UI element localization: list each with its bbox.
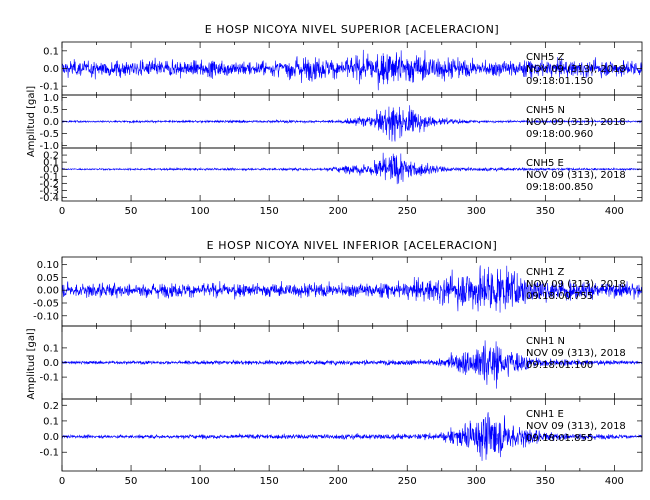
waveform-trace (61, 265, 643, 313)
date-label: NOV 09 (313), 2018 (526, 170, 626, 181)
y-tick-label: 0.1 (43, 343, 59, 354)
y-tick-label: 0.0 (43, 64, 59, 75)
y-tick-label: -0.1 (39, 448, 59, 459)
y-tick-label: 0.0 (43, 432, 59, 443)
y-tick-label: 0.10 (37, 260, 59, 271)
x-tick-label: 400 (605, 206, 624, 217)
y-tick-label: -0.5 (39, 129, 59, 140)
y-tick-label: 0.0 (43, 165, 59, 176)
x-tick-label: 100 (191, 206, 210, 217)
x-tick-label: 200 (329, 476, 348, 487)
y-tick-label: 0.05 (37, 273, 59, 284)
x-tick-label: 50 (125, 476, 138, 487)
date-label: NOV 09 (313), 2018 (526, 117, 626, 128)
waveform-trace (61, 152, 643, 185)
x-tick-label: 100 (191, 476, 210, 487)
channel-label: CNH5 N (526, 105, 565, 116)
date-label: NOV 09 (313), 2018 (526, 348, 626, 359)
panel-frame (61, 398, 643, 472)
y-tick-label: 0.1 (43, 158, 59, 169)
time-label: 09:18:01.855 (526, 433, 593, 444)
y-tick-label: -0.2 (39, 179, 59, 190)
chart-title: E HOSP NICOYA NIVEL INFERIOR [ACELERACIO… (207, 239, 498, 252)
y-tick-label: 0.5 (43, 105, 59, 116)
panel-frame (61, 147, 643, 202)
y-tick-label: -0.05 (33, 299, 59, 310)
x-tick-label: 200 (329, 206, 348, 217)
channel-label: CNH1 E (526, 409, 564, 420)
x-tick-label: 300 (467, 206, 486, 217)
date-label: NOV 09 (313), 2018 (526, 64, 626, 75)
date-label: NOV 09 (313), 2018 (526, 279, 626, 290)
x-tick-label: 0 (59, 206, 65, 217)
x-tick-label: 350 (536, 476, 555, 487)
y-tick-label: 0.2 (43, 401, 59, 412)
x-tick-label: 0 (59, 476, 65, 487)
y-tick-label: 0.0 (43, 358, 59, 369)
chart-1: E HOSP NICOYA NIVEL SUPERIOR [ACELERACIO… (26, 23, 643, 217)
time-label: 09:18:00.850 (526, 182, 593, 193)
y-tick-label: 1.0 (43, 93, 59, 104)
y-tick-label: -0.10 (33, 311, 59, 322)
channel-label: CNH5 Z (526, 52, 565, 63)
y-tick-label: -0.1 (39, 373, 59, 384)
chart-title: E HOSP NICOYA NIVEL SUPERIOR [ACELERACIO… (205, 23, 500, 36)
chart-2: E HOSP NICOYA NIVEL INFERIOR [ACELERACIO… (26, 239, 643, 487)
y-axis-label: Amplitud [gal] (26, 86, 37, 157)
channel-label: CNH1 Z (526, 267, 565, 278)
x-tick-label: 250 (398, 206, 417, 217)
channel-label: CNH1 N (526, 336, 565, 347)
y-tick-label: -0.3 (39, 186, 59, 197)
x-tick-label: 400 (605, 476, 624, 487)
x-tick-label: 300 (467, 476, 486, 487)
waveform-trace (62, 105, 643, 142)
y-tick-label: 0.00 (37, 286, 59, 297)
waveform-trace (61, 49, 643, 91)
y-tick-label: 0.2 (43, 151, 59, 162)
channel-label: CNH5 E (526, 158, 564, 169)
time-label: 09:18:01.100 (526, 360, 593, 371)
time-label: 09:18:00.960 (526, 129, 593, 140)
x-tick-label: 250 (398, 476, 417, 487)
y-tick-label: -0.1 (39, 172, 59, 183)
y-axis-label: Amplitud [gal] (26, 328, 37, 399)
y-tick-label: 0.0 (43, 117, 59, 128)
x-tick-label: 50 (125, 206, 138, 217)
y-tick-label: -0.4 (39, 193, 59, 204)
time-label: 09:18:01.150 (526, 76, 593, 87)
y-tick-label: 0.1 (43, 46, 59, 57)
x-tick-label: 150 (260, 476, 279, 487)
time-label: 09:18:00.755 (526, 291, 593, 302)
x-tick-label: 150 (260, 206, 279, 217)
x-tick-label: 350 (536, 206, 555, 217)
date-label: NOV 09 (313), 2018 (526, 421, 626, 432)
y-tick-label: 0.1 (43, 416, 59, 427)
waveform-trace (61, 340, 643, 389)
waveform-trace (61, 412, 643, 461)
y-tick-label: -1.0 (39, 141, 59, 152)
y-tick-label: -0.1 (39, 82, 59, 93)
